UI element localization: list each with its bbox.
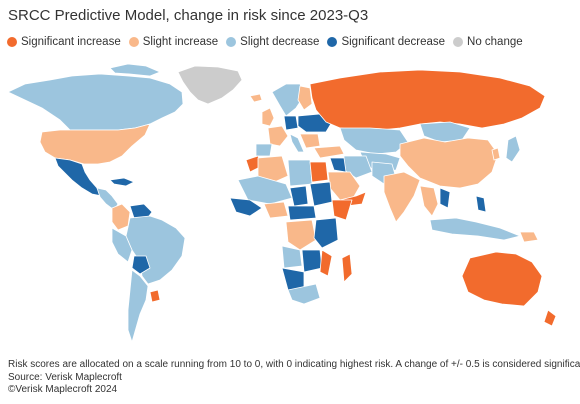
- legend-swatch-slight-increase: [128, 37, 139, 47]
- country-china: [399, 137, 499, 189]
- legend-swatch-slight-decrease: [226, 37, 237, 47]
- legend-swatch-significant-increase: [7, 37, 17, 47]
- legend-swatch-no-change: [453, 37, 464, 47]
- country-peru: [111, 227, 133, 263]
- country-myanmar-thailand: [419, 185, 439, 217]
- legend-label-slight-decrease: Slight decrease: [240, 36, 320, 48]
- country-zambia-zimbabwe: [301, 249, 323, 273]
- country-australia: [461, 251, 543, 307]
- country-canada-islands: [109, 63, 161, 77]
- country-spain: [255, 143, 273, 157]
- country-greenland: [177, 65, 243, 105]
- country-usa: [39, 123, 151, 165]
- country-canada: [7, 73, 184, 131]
- page-title: SRCC Predictive Model, change in risk si…: [8, 7, 369, 24]
- country-angola: [281, 245, 303, 269]
- legend-item-significant-increase: Significant increase: [7, 36, 121, 48]
- legend-item-slight-decrease: Slight decrease: [226, 36, 319, 48]
- country-uruguay: [149, 289, 161, 303]
- country-drc: [285, 219, 317, 251]
- country-bolivia: [131, 255, 151, 275]
- country-mozambique: [319, 249, 333, 277]
- country-balkans: [299, 133, 321, 149]
- country-egypt: [309, 161, 329, 183]
- country-cuba: [109, 177, 135, 187]
- country-germany: [283, 115, 299, 131]
- country-kazakhstan: [339, 127, 409, 155]
- country-car: [287, 205, 317, 221]
- country-malaysia-indonesia: [429, 217, 521, 241]
- country-west-africa-coast: [229, 197, 263, 217]
- country-madagascar: [341, 253, 353, 283]
- legend-item-significant-decrease: Significant decrease: [327, 36, 445, 48]
- country-philippines: [475, 195, 487, 213]
- map-legend: Significant increase Slight increase Sli…: [7, 35, 531, 49]
- country-argentina: [127, 269, 149, 343]
- country-france: [267, 125, 289, 147]
- country-libya: [287, 159, 313, 187]
- country-finland: [297, 85, 313, 111]
- legend-label-significant-increase: Significant increase: [21, 36, 121, 48]
- legend-item-slight-increase: Slight increase: [128, 36, 219, 48]
- country-ethiopia-somalia: [331, 199, 353, 221]
- country-sudan: [309, 181, 333, 207]
- country-kenya-tanzania: [313, 217, 339, 249]
- world-map: [7, 63, 557, 343]
- country-vietnam: [439, 187, 451, 209]
- country-namibia-botswana: [281, 267, 305, 291]
- footer: Risk scores are allocated on a scale run…: [8, 359, 580, 397]
- country-chad: [289, 185, 309, 207]
- country-india: [383, 171, 421, 223]
- legend-label-no-change: No change: [467, 36, 523, 48]
- legend-label-slight-increase: Slight increase: [142, 36, 219, 48]
- footer-note: Risk scores are allocated on a scale run…: [8, 359, 580, 370]
- country-south-africa: [287, 283, 321, 305]
- country-nigeria: [263, 201, 289, 219]
- country-russia: [309, 69, 546, 131]
- legend-swatch-significant-decrease: [327, 37, 338, 47]
- country-korea: [491, 147, 501, 161]
- country-italy: [289, 133, 305, 153]
- country-iraq-syria: [329, 157, 347, 173]
- country-turkey: [313, 145, 345, 159]
- country-japan: [505, 135, 521, 163]
- country-iceland: [249, 93, 263, 103]
- country-papua-new-guinea: [519, 231, 539, 243]
- footer-source: Source: Verisk Maplecroft: [8, 371, 122, 383]
- footer-copyright: ©Verisk Maplecroft 2024: [8, 384, 118, 395]
- country-colombia: [111, 203, 131, 231]
- country-algeria: [257, 155, 289, 185]
- country-uk: [261, 107, 275, 127]
- country-new-zealand: [543, 309, 557, 327]
- legend-label-significant-decrease: Significant decrease: [341, 36, 446, 48]
- legend-item-no-change: No change: [453, 36, 523, 48]
